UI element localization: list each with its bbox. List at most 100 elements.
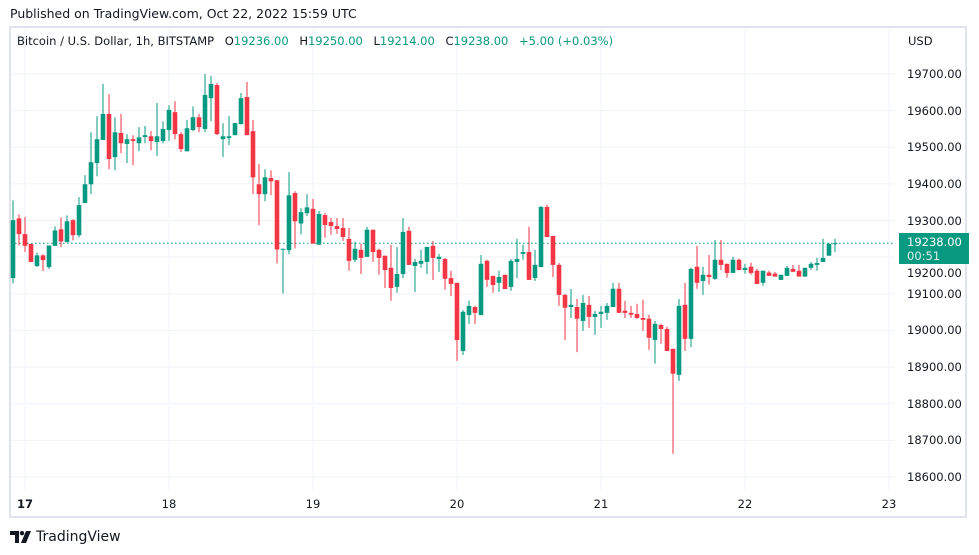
candle[interactable] xyxy=(424,246,430,275)
candle[interactable] xyxy=(334,217,340,234)
candle[interactable] xyxy=(160,121,166,144)
candle[interactable] xyxy=(622,300,628,318)
candle[interactable] xyxy=(448,270,454,297)
candle[interactable] xyxy=(610,282,616,308)
candle[interactable] xyxy=(292,191,298,249)
candle[interactable] xyxy=(70,219,76,241)
candle[interactable] xyxy=(190,106,196,132)
candle[interactable] xyxy=(214,83,220,136)
candle[interactable] xyxy=(172,101,178,140)
candle[interactable] xyxy=(328,217,334,235)
candle[interactable] xyxy=(178,132,184,153)
candle[interactable] xyxy=(82,175,88,203)
candle[interactable] xyxy=(784,265,790,276)
candle[interactable] xyxy=(304,194,310,217)
candle[interactable] xyxy=(526,226,532,280)
candle[interactable] xyxy=(538,205,544,268)
candle[interactable] xyxy=(574,298,580,353)
candle[interactable] xyxy=(46,245,52,269)
candle[interactable] xyxy=(640,299,646,331)
candle[interactable] xyxy=(76,197,82,238)
candle[interactable] xyxy=(562,293,568,340)
candle[interactable] xyxy=(262,169,268,202)
candle[interactable] xyxy=(742,263,748,274)
candle[interactable] xyxy=(790,264,796,272)
candle[interactable] xyxy=(40,254,46,272)
candle[interactable] xyxy=(472,305,478,324)
candle[interactable] xyxy=(382,255,388,288)
candle[interactable] xyxy=(364,226,370,257)
candle[interactable] xyxy=(568,289,574,318)
candle[interactable] xyxy=(280,248,286,294)
candle[interactable] xyxy=(310,198,316,244)
currency-label[interactable]: USD xyxy=(908,34,933,48)
candle[interactable] xyxy=(184,120,190,152)
candle[interactable] xyxy=(394,246,400,293)
candle[interactable] xyxy=(316,211,322,245)
candle[interactable] xyxy=(766,270,772,276)
candle[interactable] xyxy=(376,248,382,275)
candle[interactable] xyxy=(358,243,364,275)
candle[interactable] xyxy=(28,243,34,262)
candle[interactable] xyxy=(718,239,724,271)
candle[interactable] xyxy=(10,200,16,284)
candle[interactable] xyxy=(16,214,22,246)
candle[interactable] xyxy=(550,235,556,277)
candle[interactable] xyxy=(22,216,28,253)
candle[interactable] xyxy=(58,217,64,248)
candle[interactable] xyxy=(322,212,328,238)
candle[interactable] xyxy=(370,229,376,262)
candle[interactable] xyxy=(484,259,490,287)
candle[interactable] xyxy=(196,113,202,133)
candle[interactable] xyxy=(352,241,358,262)
candle[interactable] xyxy=(820,238,826,262)
candle[interactable] xyxy=(64,215,70,243)
candle[interactable] xyxy=(412,259,418,292)
candle[interactable] xyxy=(124,134,130,164)
candle[interactable] xyxy=(388,244,394,301)
candle[interactable] xyxy=(730,256,736,273)
candle[interactable] xyxy=(760,270,766,286)
candle[interactable] xyxy=(286,172,292,255)
candle[interactable] xyxy=(556,263,562,306)
candle[interactable] xyxy=(580,294,586,331)
candle[interactable] xyxy=(298,208,304,235)
candle[interactable] xyxy=(244,82,250,136)
candle[interactable] xyxy=(430,241,436,280)
candle[interactable] xyxy=(478,254,484,316)
candle[interactable] xyxy=(676,298,682,382)
candle[interactable] xyxy=(772,271,778,277)
candle[interactable] xyxy=(502,274,508,290)
candle[interactable] xyxy=(142,126,148,144)
candle[interactable] xyxy=(88,132,94,195)
candle[interactable] xyxy=(268,170,274,196)
candle[interactable] xyxy=(664,326,670,351)
candle[interactable] xyxy=(514,238,520,279)
candle[interactable] xyxy=(340,217,346,242)
candle[interactable] xyxy=(220,123,226,158)
candle[interactable] xyxy=(592,311,598,335)
candle[interactable] xyxy=(436,253,442,272)
candle[interactable] xyxy=(712,239,718,280)
candle[interactable] xyxy=(466,300,472,324)
candle[interactable] xyxy=(202,74,208,133)
candle[interactable] xyxy=(490,275,496,293)
candle[interactable] xyxy=(700,266,706,295)
candle[interactable] xyxy=(826,242,832,256)
candle[interactable] xyxy=(604,302,610,320)
candle[interactable] xyxy=(682,282,688,351)
candle[interactable] xyxy=(796,264,802,277)
candle[interactable] xyxy=(652,320,658,364)
candle[interactable] xyxy=(208,75,214,122)
candle[interactable] xyxy=(532,249,538,281)
candle[interactable] xyxy=(154,102,160,157)
candle[interactable] xyxy=(226,116,232,146)
candle[interactable] xyxy=(706,254,712,285)
candle[interactable] xyxy=(694,245,700,289)
candle[interactable] xyxy=(778,274,784,280)
candle[interactable] xyxy=(628,305,634,318)
candle[interactable] xyxy=(520,244,526,260)
candle[interactable] xyxy=(442,257,448,290)
candle[interactable] xyxy=(814,257,820,271)
candle[interactable] xyxy=(106,94,112,170)
